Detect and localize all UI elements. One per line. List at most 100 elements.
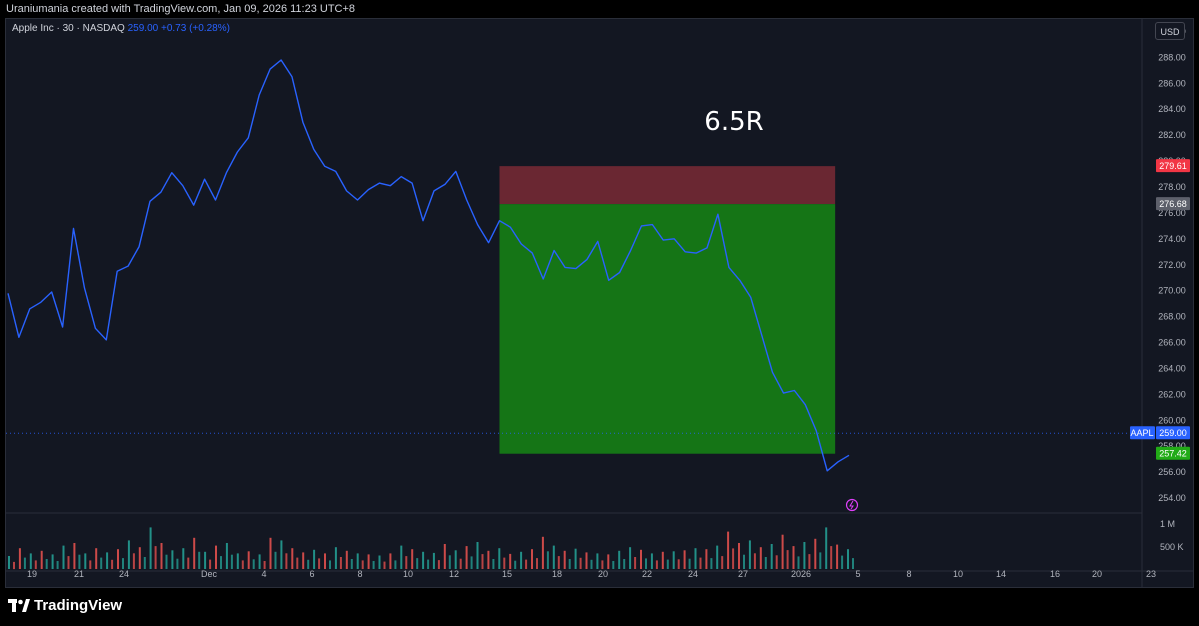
volume-bar [520, 551, 523, 569]
volume-bar [650, 553, 653, 569]
event-lightning-glyph [849, 500, 854, 510]
volume-bar [432, 552, 435, 569]
volume-bar [383, 561, 386, 569]
chart-panel[interactable]: 254.00 256.00 258.00 260.00 262.00 264.00 266.… [5, 18, 1194, 588]
volume-bar [546, 551, 549, 569]
y-tick-label: 288.00 [1158, 52, 1186, 62]
volume-bar [579, 557, 582, 569]
currency-button[interactable]: USD [1155, 22, 1185, 40]
volume-bar [405, 556, 408, 569]
volume-bar [84, 553, 87, 569]
volume-bar [111, 559, 114, 569]
y-tick-label: 274.00 [1158, 234, 1186, 244]
volume-bar [525, 559, 528, 569]
volume-bar [269, 537, 272, 569]
x-tick-label: 18 [552, 569, 562, 579]
x-tick-label: 8 [906, 569, 911, 579]
volume-bar [143, 557, 146, 569]
volume-bar [361, 560, 364, 569]
legend-change: +0.73 (+0.28%) [160, 23, 230, 34]
x-tick-label: 24 [688, 569, 698, 579]
target-price-label: 257.42 [1159, 449, 1187, 459]
volume-bar [89, 560, 92, 569]
volume-bar [394, 560, 397, 569]
volume-bar [699, 557, 702, 569]
symbol-tag: AAPL [1130, 428, 1153, 438]
x-tick-label: 15 [502, 569, 512, 579]
price-series-line[interactable] [7, 59, 850, 472]
legend-symbol: Apple Inc · 30 · NASDAQ [12, 23, 125, 34]
volume-bar [786, 550, 789, 569]
volume-bar [302, 552, 305, 569]
y-tick-label: 272.00 [1158, 260, 1186, 270]
entry-price-label: 276.68 [1159, 199, 1187, 209]
volume-bar [759, 547, 762, 569]
volume-bar [655, 560, 658, 569]
volume-bar [356, 553, 359, 569]
volume-bar [847, 549, 849, 569]
x-tick-label: Dec [201, 569, 218, 579]
volume-bar [596, 553, 599, 569]
event-lightning-icon[interactable] [845, 498, 859, 512]
volume-bar [770, 544, 773, 569]
volume-bar [753, 553, 756, 569]
volume-bar [574, 548, 577, 569]
volume-bar [634, 557, 637, 569]
volume-bar [585, 552, 588, 569]
volume-bar [132, 553, 135, 569]
volume-bar [204, 551, 207, 569]
volume-bar [607, 554, 610, 569]
volume-bar [40, 550, 43, 569]
volume-bar [389, 553, 392, 569]
y-tick-label: 264.00 [1158, 363, 1186, 373]
risk-reward-annotation[interactable]: 6.5R [704, 107, 763, 137]
volume-bar [62, 545, 65, 569]
volume-bar [367, 554, 370, 569]
volume-bar [721, 556, 724, 569]
volume-bar [230, 554, 233, 569]
profit-target-zone[interactable] [499, 204, 836, 454]
current-price-label-bg [1156, 426, 1190, 440]
volume-bar [427, 559, 430, 569]
volume-bar [661, 551, 664, 569]
volume-bar [727, 531, 730, 569]
tradingview-logo[interactable]: TradingView [8, 597, 122, 614]
stop-loss-zone[interactable] [499, 166, 836, 205]
volume-bar [623, 559, 626, 569]
volume-bar [138, 547, 141, 569]
volume-bar [705, 549, 708, 569]
y-tick-label: 276.00 [1158, 208, 1186, 218]
volume-bar [808, 554, 811, 569]
volume-bar [198, 551, 201, 569]
price-chart[interactable]: 254.00 256.00 258.00 260.00 262.00 264.00 266.… [6, 19, 1193, 587]
x-tick-label: 10 [953, 569, 963, 579]
symbol-legend: Apple Inc · 30 · NASDAQ 259.00 +0.73 (+0… [12, 23, 230, 34]
volume-bar [263, 561, 266, 569]
volume-bar [18, 548, 21, 569]
volume-bar [629, 547, 632, 569]
volume-bar [252, 559, 255, 569]
volume-bar [176, 558, 179, 569]
volume-bar [106, 552, 109, 569]
volume-bar [280, 540, 283, 569]
volume-bar [677, 559, 680, 569]
x-tick-label: 4 [261, 569, 266, 579]
y-tick-label: 286.00 [1158, 78, 1186, 88]
volume-bar [345, 550, 348, 569]
volume-bar [154, 546, 157, 569]
volume-bar [378, 555, 381, 569]
volume-bar [568, 559, 571, 569]
volume-bar [803, 542, 806, 569]
x-tick-label: 8 [357, 569, 362, 579]
volume-bar [601, 560, 604, 569]
tradingview-mark-icon [8, 598, 30, 614]
volume-bar [400, 545, 403, 569]
volume-bar [448, 555, 451, 569]
y-tick-label: 258.00 [1158, 441, 1186, 451]
x-tick-label: 22 [642, 569, 652, 579]
y-tick-label: 278.00 [1158, 182, 1186, 192]
volume-bar [100, 557, 103, 569]
volume-bar [852, 558, 854, 569]
volume-bar [241, 560, 244, 569]
volume-bar [182, 548, 185, 569]
